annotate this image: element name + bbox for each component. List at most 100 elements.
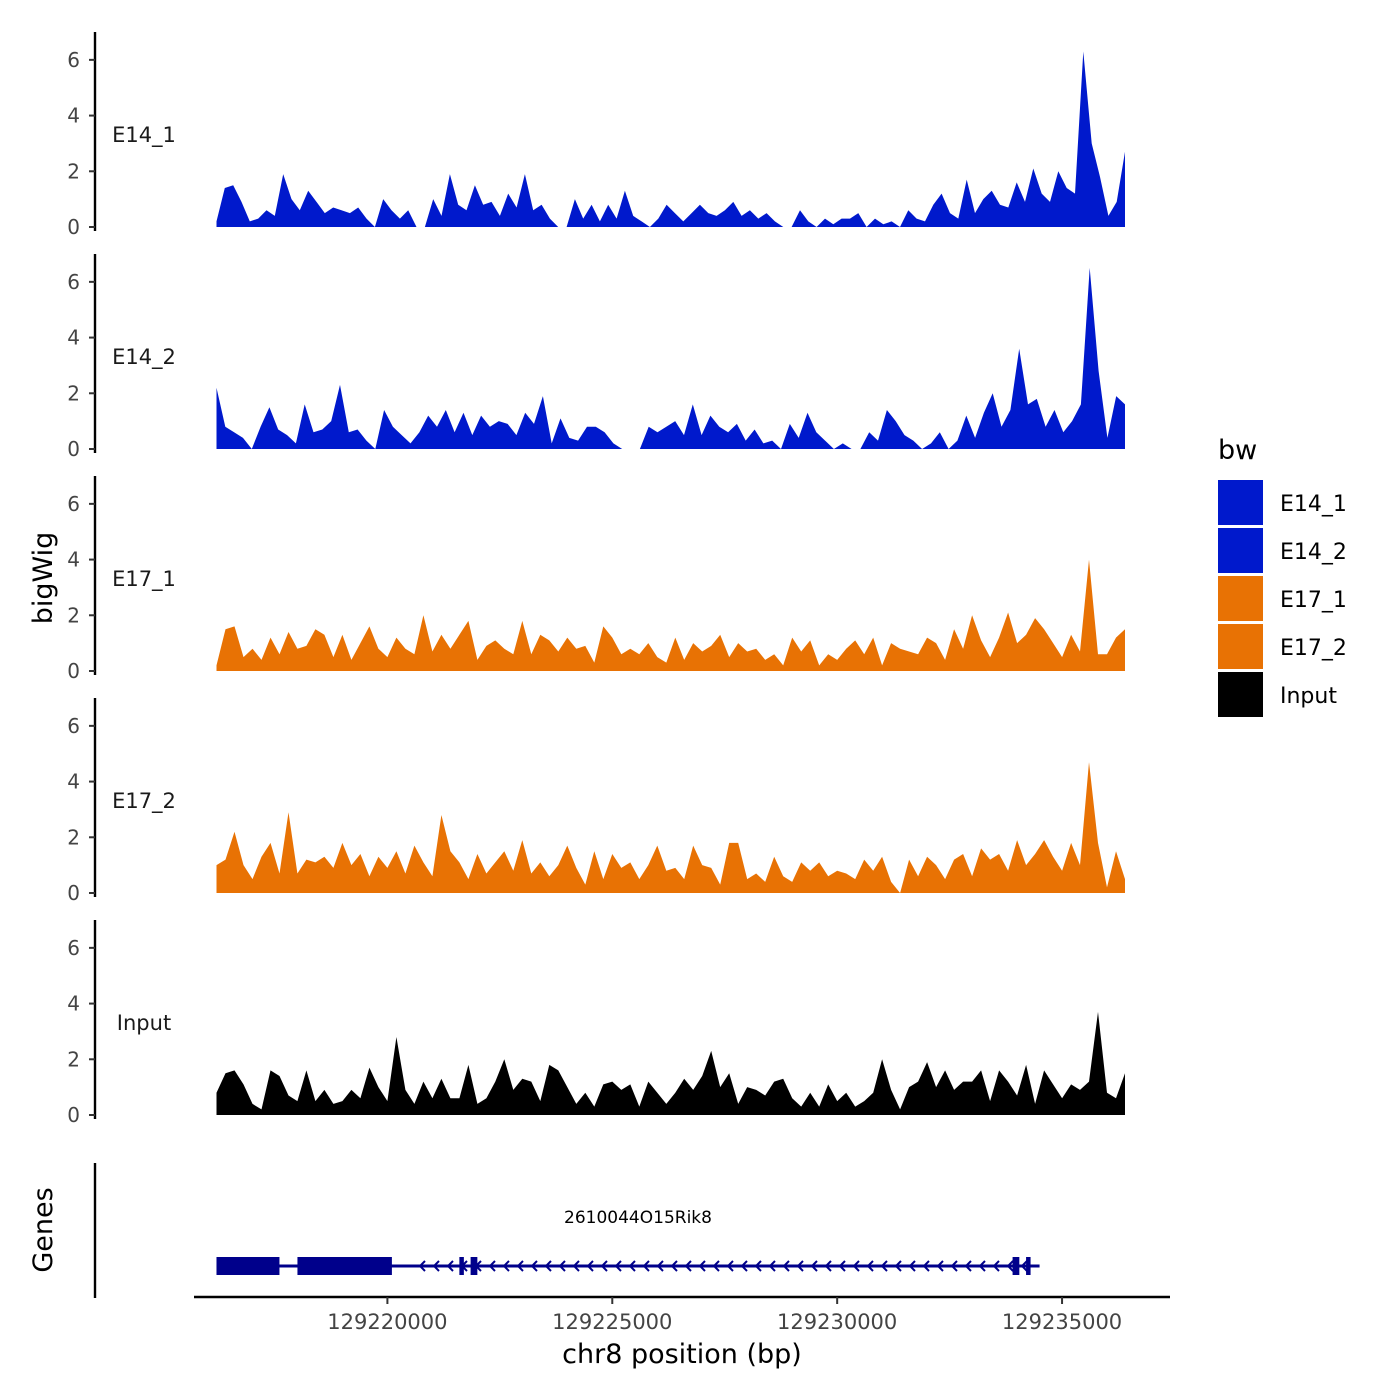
strand-chevron	[726, 1260, 734, 1272]
strand-chevron	[432, 1260, 440, 1272]
coverage-area-Input	[216, 1011, 1125, 1115]
y-tick-label: 0	[67, 1103, 80, 1127]
y-tick-label: 2	[67, 603, 80, 627]
x-tick-label: 129230000	[777, 1310, 897, 1334]
strand-chevron	[810, 1260, 818, 1272]
legend-swatch-E17_2	[1218, 624, 1263, 669]
track-E14_1: 0 2 4 6 E14_1	[67, 32, 1125, 239]
strand-chevron	[754, 1260, 762, 1272]
gene-exon	[297, 1257, 392, 1275]
strand-chevron	[852, 1260, 860, 1272]
strand-chevron	[880, 1260, 888, 1272]
legend-label-E17_2: E17_2	[1280, 636, 1347, 661]
strand-chevron	[446, 1260, 454, 1272]
strand-chevron	[586, 1260, 594, 1272]
y-tick-label: 0	[67, 437, 80, 461]
strand-chevron	[572, 1260, 580, 1272]
strand-chevron	[712, 1260, 720, 1272]
track-label: E17_2	[112, 789, 176, 814]
legend-title: bw	[1218, 435, 1257, 466]
track-Input: 0 2 4 6 Input	[67, 920, 1125, 1127]
strand-chevron	[768, 1260, 776, 1272]
track-E17_1: 0 2 4 6 E17_1	[67, 476, 1125, 683]
strand-chevron	[488, 1260, 496, 1272]
strand-chevron	[642, 1260, 650, 1272]
strand-chevron	[544, 1260, 552, 1272]
y-tick-label: 2	[67, 159, 80, 183]
legend-label-E14_1: E14_1	[1280, 492, 1347, 517]
coverage-area-E17_1	[216, 559, 1125, 671]
strand-chevron	[824, 1260, 832, 1272]
track-label: E17_1	[112, 567, 176, 592]
strand-chevron	[516, 1260, 524, 1272]
strand-chevron	[796, 1260, 804, 1272]
strand-chevron	[936, 1260, 944, 1272]
y-tick-label: 4	[67, 770, 80, 794]
strand-chevron	[992, 1260, 1000, 1272]
gene-track-label: Genes	[28, 1187, 59, 1272]
coverage-area-E14_2	[216, 267, 1125, 449]
legend-label-Input: Input	[1280, 684, 1337, 709]
y-tick-label: 6	[67, 936, 80, 960]
strand-chevron	[698, 1260, 706, 1272]
gene-exon	[459, 1257, 464, 1275]
strand-chevron	[782, 1260, 790, 1272]
strand-chevron	[894, 1260, 902, 1272]
legend-items: E14_1 E14_2 E17_1 E17_2 Input	[1218, 480, 1347, 717]
track-label: E14_2	[112, 345, 176, 370]
strand-chevron	[614, 1260, 622, 1272]
track-E14_2: 0 2 4 6 E14_2	[67, 254, 1125, 461]
strand-chevron	[1020, 1260, 1028, 1272]
x-axis-title: chr8 position (bp)	[562, 1339, 802, 1370]
x-tick-label: 129235000	[1002, 1310, 1122, 1334]
strand-chevron	[670, 1260, 678, 1272]
y-tick-label: 4	[67, 992, 80, 1016]
strand-chevron	[964, 1260, 972, 1272]
gene-exon	[470, 1257, 478, 1275]
x-ticks: 129220000 129225000 129230000 129235000	[327, 1297, 1122, 1334]
gene-model	[216, 1257, 1040, 1275]
legend-label-E17_1: E17_1	[1280, 588, 1347, 613]
strand-chevron	[684, 1260, 692, 1272]
strand-chevron	[502, 1260, 510, 1272]
x-tick-label: 129225000	[552, 1310, 672, 1334]
strand-chevron	[530, 1260, 538, 1272]
x-tick-label: 129220000	[327, 1310, 447, 1334]
strand-chevron	[866, 1260, 874, 1272]
y-tick-label: 2	[67, 1047, 80, 1071]
track-E17_2: 0 2 4 6 E17_2	[67, 698, 1125, 905]
y-tick-label: 2	[67, 381, 80, 405]
strand-chevron	[418, 1260, 426, 1272]
y-tick-label: 4	[67, 104, 80, 128]
strand-chevron	[600, 1260, 608, 1272]
strand-chevron	[558, 1260, 566, 1272]
y-tick-label: 6	[67, 48, 80, 72]
strand-chevron	[1006, 1260, 1014, 1272]
strand-chevron	[950, 1260, 958, 1272]
coverage-tracks: 0 2 4 6 E14_1 0 2 4 6 E14_2 0 2 4 6 E17_1 0 2 4 6 E17_2 0 2 4 6…	[67, 32, 1125, 1127]
y-tick-label: 2	[67, 825, 80, 849]
y-tick-label: 6	[67, 492, 80, 516]
y-tick-label: 0	[67, 881, 80, 905]
legend-swatch-E14_2	[1218, 528, 1263, 573]
strand-chevron	[908, 1260, 916, 1272]
y-tick-label: 6	[67, 270, 80, 294]
track-label: E14_1	[112, 123, 176, 148]
y-tick-label: 4	[67, 548, 80, 572]
legend-swatch-E17_1	[1218, 576, 1263, 621]
legend: bw E14_1 E14_2 E17_1 E17_2 Input	[1218, 435, 1347, 717]
strand-chevron	[838, 1260, 846, 1272]
gene-track: Genes 2610044O15Rik8	[28, 1163, 1040, 1298]
y-tick-label: 0	[67, 659, 80, 683]
legend-swatch-Input	[1218, 672, 1263, 717]
gene-name-label: 2610044O15Rik8	[564, 1208, 712, 1228]
y-tick-label: 4	[67, 326, 80, 350]
y-tick-label: 0	[67, 215, 80, 239]
strand-chevron	[656, 1260, 664, 1272]
y-tick-label: 6	[67, 714, 80, 738]
legend-swatch-E14_1	[1218, 480, 1263, 525]
coverage-area-E14_1	[216, 51, 1125, 227]
track-label: Input	[117, 1011, 171, 1035]
y-axis-title: bigWig	[28, 532, 59, 625]
